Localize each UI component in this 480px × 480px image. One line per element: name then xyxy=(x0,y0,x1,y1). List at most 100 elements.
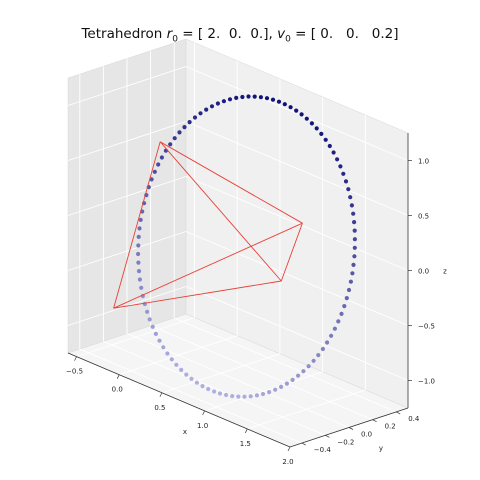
x-tick-mark xyxy=(159,392,163,397)
orbit-point xyxy=(352,245,357,250)
orbit-point xyxy=(189,376,194,381)
orbit-point xyxy=(200,384,205,389)
orbit-point xyxy=(301,369,306,374)
orbit-point xyxy=(206,386,211,392)
title-v-symbol: v xyxy=(277,26,286,42)
orbit-point xyxy=(161,345,166,350)
z-tick-label: 0.5 xyxy=(418,213,429,221)
orbit-point xyxy=(194,380,199,385)
orbit-point xyxy=(230,394,235,399)
grid-line-z-back xyxy=(185,231,409,326)
orbit-point xyxy=(320,346,325,352)
orbit-point xyxy=(316,353,321,358)
x-axis-line xyxy=(67,352,291,448)
y-axis-label: y xyxy=(379,445,383,453)
x-tick-label: −0.5 xyxy=(66,368,83,376)
orbit-point xyxy=(153,331,158,336)
tetrahedron-edge xyxy=(159,141,303,224)
grid-line-y-floor xyxy=(79,348,302,444)
orbit-point xyxy=(138,217,143,222)
grid-line-z-back xyxy=(185,121,409,216)
y-tick-mark xyxy=(396,411,401,415)
x-tick-label: 1.0 xyxy=(197,422,208,430)
x-tick-mark xyxy=(202,410,205,416)
x-tick-label: 0.5 xyxy=(154,404,165,412)
z-tick-label: −1.0 xyxy=(418,378,435,386)
orbit-point xyxy=(323,137,328,142)
orbit-point xyxy=(341,171,346,176)
tetrahedron-edge xyxy=(159,141,282,282)
orbit-point xyxy=(352,237,357,242)
y-tick-label: 0.2 xyxy=(385,423,396,431)
tetrahedron-edge xyxy=(113,222,303,309)
title-prefix: Tetrahedron xyxy=(81,26,167,42)
orbit-point xyxy=(136,260,141,265)
orbit-point xyxy=(329,333,334,338)
orbit-point xyxy=(221,99,226,104)
x-tick-mark xyxy=(116,374,120,379)
orbit-point xyxy=(346,187,351,192)
orbit-point xyxy=(348,195,353,200)
orbit-point xyxy=(145,309,150,314)
orbit-point xyxy=(349,203,354,208)
orbit-point xyxy=(346,287,352,293)
orbit-point xyxy=(204,107,209,112)
orbit-point xyxy=(296,373,301,378)
orbit-point xyxy=(344,296,349,301)
orbit-point xyxy=(227,97,233,102)
orbit-point xyxy=(267,390,272,395)
tetrahedron-edge xyxy=(280,223,303,282)
orbit-point xyxy=(136,269,142,274)
orbit-point xyxy=(336,319,341,324)
orbit-point xyxy=(294,108,299,113)
orbit-point xyxy=(270,97,276,102)
orbit-point xyxy=(236,394,241,399)
orbit-point xyxy=(240,94,245,100)
orbit-point xyxy=(242,394,247,399)
orbit-point xyxy=(248,394,253,399)
grid-line-z-left xyxy=(67,121,187,161)
orbit-point xyxy=(177,130,182,135)
orbit-point xyxy=(156,162,161,167)
chart-title: Tetrahedron r0 = [ 2. 0. 0.], v0 = [ 0. … xyxy=(0,26,480,45)
orbit-point xyxy=(209,104,215,109)
orbit-point xyxy=(348,279,353,284)
orbit-point xyxy=(139,285,144,290)
z-axis-label: z xyxy=(443,268,447,276)
orbit-point xyxy=(234,95,239,100)
orbit-point xyxy=(306,364,311,369)
orbit-point xyxy=(258,95,263,100)
grid-line-z-back xyxy=(185,176,409,271)
tetrahedron-edge xyxy=(113,280,282,309)
orbit-point xyxy=(342,304,347,309)
orbit-point xyxy=(284,381,289,386)
data-marks xyxy=(113,94,357,399)
orbit-point xyxy=(273,387,278,392)
orbit-point xyxy=(136,251,141,257)
orbit-point xyxy=(172,136,177,141)
orbit-point xyxy=(182,125,187,130)
orbit-point xyxy=(174,362,179,367)
title-r-sub: 0 xyxy=(172,34,178,45)
grid-line-z-left xyxy=(67,231,187,271)
title-v-sub: 0 xyxy=(285,34,291,45)
orbit-point xyxy=(198,111,203,116)
orbit-point xyxy=(299,112,304,117)
orbit-point xyxy=(335,157,340,162)
grid-line-y-floor xyxy=(103,340,326,436)
y-tick-label: 0.0 xyxy=(361,431,372,439)
z-tick-label: −0.5 xyxy=(418,323,435,331)
orbit-point xyxy=(136,234,141,239)
x-tick-mark xyxy=(244,428,248,434)
orbit-point xyxy=(169,357,174,362)
orbit-point xyxy=(304,116,309,121)
orbit-point xyxy=(136,243,141,248)
tetrahedron-edge xyxy=(113,141,161,309)
orbit-point xyxy=(282,102,287,107)
grid-line-z-back xyxy=(185,66,409,161)
orbit-point xyxy=(325,340,330,345)
orbit-point xyxy=(352,254,357,259)
orbit-point xyxy=(332,326,337,331)
grid-line-z-back xyxy=(185,286,409,381)
